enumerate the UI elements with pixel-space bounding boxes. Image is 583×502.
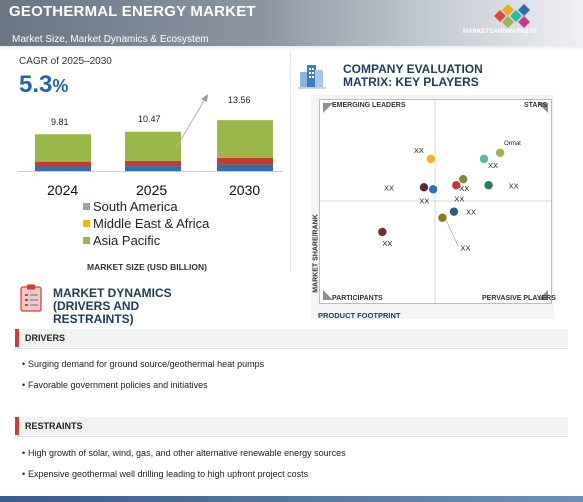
legend-swatch	[83, 203, 90, 210]
player-label: XX	[384, 183, 394, 192]
matrix-title-line: MATRIX: KEY PLAYERS	[343, 75, 479, 89]
bar-baseline	[18, 171, 283, 172]
player-leader-line	[446, 220, 459, 247]
restraint-item: Expensive geothermal well drilling leadi…	[22, 469, 308, 479]
legend-label: South America	[93, 199, 178, 214]
player-bubble	[419, 183, 429, 192]
legend-label: Middle East & Africa	[93, 216, 210, 231]
player-label: XX	[488, 161, 498, 170]
bar-segment	[217, 164, 273, 171]
quadrant-pervasive-players: PERVASIVE PLAYERS	[482, 295, 556, 302]
legend-label: Asia Pacific	[93, 233, 161, 248]
bar-segment	[217, 157, 273, 165]
driver-item: Favorable government policies and initia…	[22, 380, 208, 390]
marketsandmarkets-logo-icon	[494, 4, 530, 28]
player-label: XX	[466, 208, 476, 217]
footer-bar	[0, 496, 583, 502]
buildings-icon	[298, 65, 326, 89]
restraints-heading: RESTRAINTS	[25, 421, 83, 431]
growth-arrow	[175, 94, 208, 149]
quadrant-participants: PARTICIPANTS	[332, 295, 383, 302]
company-evaluation-matrix	[319, 99, 552, 304]
matrix-title-line: COMPANY EVALUATION	[343, 62, 483, 76]
x-tick-label: 2024	[47, 182, 79, 198]
logo-wordmark: MARKETSANDMARKETS	[463, 29, 538, 35]
player-bubble	[484, 181, 493, 190]
header-banner: GEOTHERMAL ENERGY MARKET Market Size, Ma…	[0, 0, 583, 46]
md-title-line: (DRIVERS AND	[53, 299, 140, 313]
clipboard-icon	[20, 284, 42, 312]
quadrant-stars: STARS	[524, 102, 548, 109]
player-bubble	[378, 227, 387, 237]
matrix-y-axis-label: MARKET SHARE/RANK	[312, 214, 320, 293]
restraints-band	[15, 417, 568, 435]
player-label: Ormat	[504, 141, 521, 147]
bar-total-label: 10.47	[138, 114, 161, 124]
player-label: XX	[414, 146, 424, 155]
bar-total-label: 13.56	[228, 95, 251, 105]
legend-item: Asia Pacific	[83, 233, 160, 248]
player-bubble	[426, 154, 436, 164]
bar-segment	[125, 166, 181, 171]
restraints-accent	[15, 417, 19, 435]
driver-item: Surging demand for ground source/geother…	[22, 359, 264, 369]
md-title-line: RESTRAINTS)	[53, 312, 134, 326]
cagr-unit: %	[52, 76, 69, 96]
restraint-item: High growth of solar, wind, gas, and oth…	[22, 448, 346, 458]
player-bubble	[459, 174, 468, 184]
cagr-value: 5.3%	[19, 71, 68, 99]
market-size-bar-chart	[35, 94, 273, 171]
player-bubble	[428, 185, 438, 194]
matrix-title: COMPANY EVALUATION MATRIX: KEY PLAYERS	[343, 63, 483, 89]
y-axis-unit-label: MARKET SIZE (USD BILLION)	[87, 262, 207, 272]
section-rule	[15, 436, 568, 437]
legend-swatch	[83, 220, 90, 227]
drivers-heading: DRIVERS	[25, 333, 66, 343]
bar-segment	[35, 134, 91, 162]
drivers-accent	[15, 329, 19, 347]
header-divider	[0, 46, 583, 50]
bar-total-label: 9.81	[51, 117, 69, 127]
market-dynamics-title: MARKET DYNAMICS (DRIVERS AND RESTRAINTS)	[53, 287, 172, 326]
player-label: XX	[459, 184, 469, 193]
player-label: XX	[460, 244, 470, 253]
legend-swatch	[83, 237, 90, 244]
player-bubble	[452, 181, 461, 190]
player-bubble	[479, 154, 489, 164]
drivers-band	[15, 329, 568, 347]
legend-item: Middle East & Africa	[83, 216, 209, 231]
player-label: XX	[382, 239, 392, 248]
section-rule	[15, 348, 568, 349]
player-label: XX	[509, 181, 519, 190]
x-tick-label: 2030	[229, 182, 261, 198]
player-label: XX	[419, 196, 429, 205]
player-label: XX	[454, 194, 464, 203]
bar-segment	[217, 120, 273, 158]
quadrant-emerging-leaders: EMERGING LEADERS	[332, 102, 406, 109]
player-bubble	[449, 207, 459, 216]
matrix-x-axis-label: PRODUCT FOOTPRINT	[318, 311, 401, 320]
bar-segment	[125, 160, 181, 167]
md-title-line: MARKET DYNAMICS	[53, 286, 172, 300]
bar-segment	[35, 161, 91, 167]
page-title: GEOTHERMAL ENERGY MARKET	[9, 3, 256, 20]
x-tick-label: 2025	[136, 182, 168, 198]
player-bubble	[438, 213, 447, 222]
page-subtitle: Market Size, Market Dynamics & Ecosystem	[12, 34, 209, 45]
bar-segment	[35, 166, 91, 171]
legend-item: South America	[83, 199, 178, 214]
cagr-number: 5.3	[19, 71, 53, 98]
player-bubble	[495, 148, 505, 157]
bar-segment	[125, 131, 181, 161]
cagr-label: CAGR of 2025–2030	[19, 56, 112, 67]
section-divider	[290, 52, 291, 272]
